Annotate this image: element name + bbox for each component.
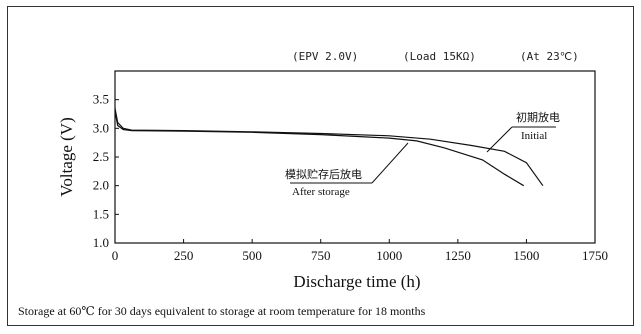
x-tick-label: 1750 <box>582 248 608 263</box>
initial-label-cn: 初期放电 <box>516 110 560 124</box>
condition-temperature: (At 23℃) <box>520 50 579 63</box>
series-lines <box>114 108 544 187</box>
after-storage-label-cn: 模拟贮存后放电 <box>285 167 362 181</box>
y-tick-label: 3.0 <box>93 120 109 135</box>
y-tick-label: 3.5 <box>93 92 109 107</box>
x-tick-label: 500 <box>242 248 262 263</box>
x-tick-label: 1250 <box>445 248 471 263</box>
y-axis-title: Voltage (V) <box>57 117 76 196</box>
x-axis: 0 250 500 750 1000 1250 1500 1750 <box>112 239 608 263</box>
y-tick-label: 2.0 <box>93 178 109 193</box>
condition-epv: (EPV 2.0V) <box>292 50 358 63</box>
after-storage-leader-line <box>371 142 409 184</box>
y-tick-label: 1.5 <box>93 206 109 221</box>
storage-caption: Storage at 60℃ for 30 days equivalent to… <box>18 304 426 318</box>
y-tick-label: 2.5 <box>93 149 109 164</box>
x-tick-label: 750 <box>311 248 331 263</box>
y-tick-label: 1.0 <box>93 235 109 250</box>
x-tick-label: 250 <box>174 248 194 263</box>
condition-load: (Load 15KΩ) <box>403 50 476 63</box>
initial-series-line <box>114 108 544 187</box>
initial-leader-line <box>486 126 513 153</box>
x-tick-label: 1000 <box>376 248 402 263</box>
x-tick-label: 1500 <box>513 248 539 263</box>
after-storage-series-line <box>114 110 525 187</box>
x-tick-label: 0 <box>112 248 119 263</box>
x-axis-title: Discharge time (h) <box>293 272 420 291</box>
after-storage-label: After storage <box>292 186 350 198</box>
y-axis: 1.0 1.5 2.0 2.5 3.0 3.5 <box>93 92 119 250</box>
initial-label: Initial <box>521 130 547 142</box>
plot-area <box>114 70 596 244</box>
